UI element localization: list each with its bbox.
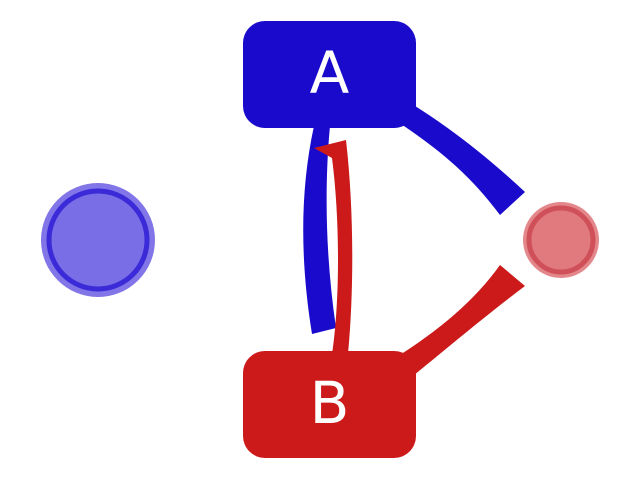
node-a-box (243, 21, 416, 128)
node-b-label: B (310, 369, 350, 437)
edge-b-to-red-marker (392, 265, 525, 380)
edge-a-to-b (303, 126, 336, 334)
node-a: A (243, 21, 416, 128)
red-marker (523, 202, 599, 278)
node-a-label: A (310, 39, 350, 107)
blue-marker (41, 183, 155, 297)
node-b: B (243, 351, 416, 458)
node-b-box (243, 351, 416, 458)
edge-a-to-red-marker (398, 104, 525, 215)
edge-b-to-a (314, 140, 353, 354)
